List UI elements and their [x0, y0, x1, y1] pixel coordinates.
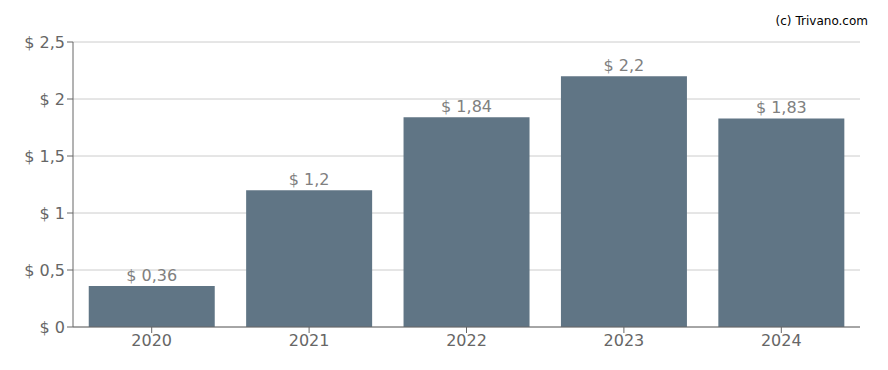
svg-text:2022: 2022 — [446, 331, 487, 350]
svg-text:2021: 2021 — [289, 331, 330, 350]
svg-text:$ 1,83: $ 1,83 — [756, 98, 807, 117]
svg-text:$ 1,2: $ 1,2 — [289, 170, 330, 189]
svg-text:$ 1: $ 1 — [40, 204, 65, 223]
svg-text:$ 0,5: $ 0,5 — [24, 261, 65, 280]
svg-text:$ 0: $ 0 — [40, 318, 65, 337]
svg-text:$ 2: $ 2 — [40, 90, 65, 109]
svg-text:2024: 2024 — [761, 331, 802, 350]
svg-text:$ 2,2: $ 2,2 — [604, 56, 645, 75]
svg-text:2023: 2023 — [604, 331, 645, 350]
svg-text:$ 0,36: $ 0,36 — [126, 266, 177, 285]
svg-text:$ 1,5: $ 1,5 — [24, 147, 65, 166]
svg-text:$ 2,5: $ 2,5 — [24, 33, 65, 52]
html-text:(c) Trivano.com: (c) Trivano.com — [775, 14, 868, 28]
svg-text:$ 1,84: $ 1,84 — [441, 97, 492, 116]
svg-text:2020: 2020 — [131, 331, 172, 350]
